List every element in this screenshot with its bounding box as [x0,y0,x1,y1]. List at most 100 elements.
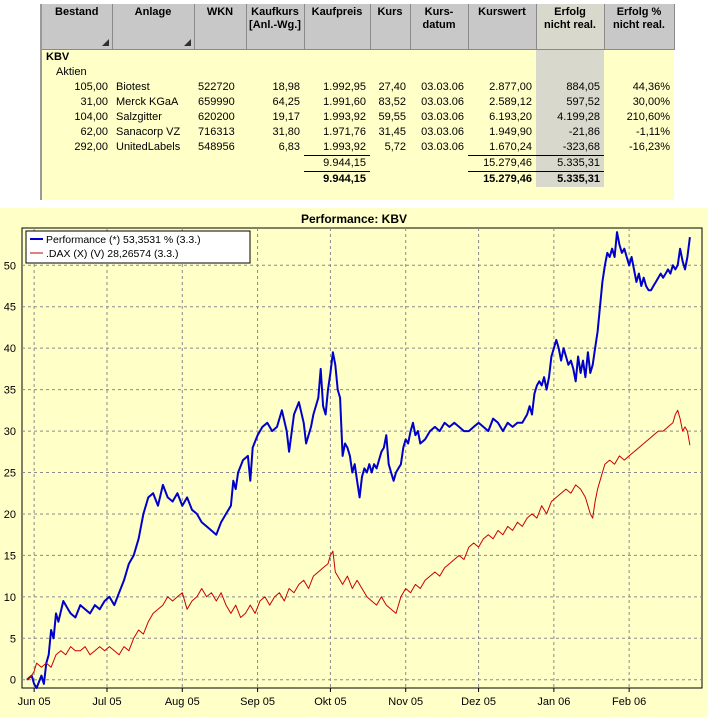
category-label: Aktien [42,65,536,80]
subtotal-row-erfolg: 5.335,31 [536,156,604,172]
cell-kaufkurs: 6,83 [246,140,304,156]
cell-kaufpreis: 1.991,60 [304,95,370,110]
portfolio-name-row: KBV [42,50,674,66]
chart-canvas: Performance: KBV 0 5 10 15 20 25 30 35 40 45 50 Jun … [0,208,708,717]
subtotal-row-kaufpreis: 9.944,15 [304,156,370,172]
x-tick-label: Feb 06 [612,696,646,708]
cell-kurs: 5,72 [370,140,410,156]
cell-erfolg-pct: 44,36% [604,80,674,95]
total-row-erfolg: 5.335,31 [536,172,604,188]
col-header-kaufkurs[interactable]: Kaufkurs [Anl.-Wg.] [246,4,304,50]
performance-chart: Performance: KBV 0 5 10 15 20 25 30 35 40 45 50 Jun … [0,208,708,717]
table-row[interactable]: 31,00 Merck KGaA 659990 64,25 1.991,60 83,52 0… [42,95,674,110]
total-row: 9.944,15 15.279,46 5.335,31 [42,172,674,188]
cell-wkn: 620200 [194,110,246,125]
cell-anlage: Biotest [112,80,194,95]
x-tick-label: Aug 05 [165,696,200,708]
cell-anlage: Salzgitter [112,110,194,125]
cell-bestand: 292,00 [42,140,112,156]
col-header-erfolg[interactable]: Erfolg nicht real. [536,4,604,50]
cell-anlage: Merck KGaA [112,95,194,110]
cell-kurs: 83,52 [370,95,410,110]
cell-kaufkurs: 18,98 [246,80,304,95]
legend: Performance (*) 53,3531 % (3.3.) .DAX (X)… [26,231,250,263]
table-row[interactable]: 104,00 Salzgitter 620200 19,17 1.993,92 59,55… [42,110,674,125]
legend-entry: .DAX (X) (V) 28,26574 (3.3.) [46,248,178,260]
cell-wkn: 659990 [194,95,246,110]
cell-kursdatum: 03.03.06 [410,140,468,156]
cell-erfolg: -323,68 [536,140,604,156]
y-tick-label: 5 [10,633,16,645]
cell-bestand: 105,00 [42,80,112,95]
cell-kursdatum: 03.03.06 [410,80,468,95]
cell-anlage: Sanacorp VZ [112,125,194,140]
cell-kursdatum: 03.03.06 [410,95,468,110]
category-row: Aktien [42,65,674,80]
cell-kaufpreis: 1.971,76 [304,125,370,140]
subtotal-row: 9.944,15 15.279,46 5.335,31 [42,156,674,172]
y-tick-label: 45 [4,302,16,314]
x-tick-label: Jul 05 [92,696,121,708]
cell-kursdatum: 03.03.06 [410,110,468,125]
x-tick-label: Okt 05 [314,696,346,708]
col-header-kursdatum[interactable]: Kurs-datum [410,4,468,50]
cell-wkn: 522720 [194,80,246,95]
cell-kaufkurs: 31,80 [246,125,304,140]
cell-kaufkurs: 19,17 [246,110,304,125]
cell-erfolg: 4.199,28 [536,110,604,125]
x-tick-label: Nov 05 [388,696,423,708]
x-tick-label: Sep 05 [240,696,275,708]
cell-anlage: UnitedLabels [112,140,194,156]
y-tick-label: 10 [4,592,16,604]
cell-kaufpreis: 1.992,95 [304,80,370,95]
col-header-wkn[interactable]: WKN [194,4,246,50]
cell-kurswert: 2.877,00 [468,80,536,95]
legend-entry: Performance (*) 53,3531 % (3.3.) [46,234,201,246]
x-tick-label: Dez 05 [461,696,496,708]
y-tick-label: 25 [4,468,16,480]
portfolio-table: Bestand Anlage WKN Kaufkurs [Anl.-Wg.] Ka… [40,4,674,200]
table-row[interactable]: 105,00 Biotest 522720 18,98 1.992,95 27,40 03.… [42,80,674,95]
cell-kurs: 59,55 [370,110,410,125]
cell-kurswert: 1.670,24 [468,140,536,156]
y-tick-label: 0 [10,675,16,687]
cell-wkn: 716313 [194,125,246,140]
total-row-kurswert: 15.279,46 [468,172,536,188]
col-header-anlage[interactable]: Anlage [112,4,194,50]
cell-kaufpreis: 1.993,92 [304,140,370,156]
table-row[interactable]: 292,00 UnitedLabels 548956 6,83 1.993,92 5,72… [42,140,674,156]
col-header-kaufpreis[interactable]: Kaufpreis [304,4,370,50]
cell-erfolg-pct: 30,00% [604,95,674,110]
total-row-kaufpreis: 9.944,15 [304,172,370,188]
y-tick-label: 35 [4,385,16,397]
cell-kurs: 31,45 [370,125,410,140]
y-tick-label: 30 [4,426,16,438]
cell-erfolg: 597,52 [536,95,604,110]
y-tick-label: 40 [4,343,16,355]
cell-bestand: 31,00 [42,95,112,110]
x-tick-label: Jun 05 [18,696,51,708]
cell-kaufpreis: 1.993,92 [304,110,370,125]
cell-erfolg: -21,86 [536,125,604,140]
col-header-bestand[interactable]: Bestand [42,4,112,50]
cell-erfolg-pct: -1,11% [604,125,674,140]
cell-kurswert: 6.193,20 [468,110,536,125]
subtotal-row-kurswert: 15.279,46 [468,156,536,172]
cell-bestand: 104,00 [42,110,112,125]
col-header-erfolg-pct[interactable]: Erfolg % nicht real. [604,4,674,50]
cell-erfolg: 884,05 [536,80,604,95]
cell-kurswert: 2.589,12 [468,95,536,110]
table-row[interactable]: 62,00 Sanacorp VZ 716313 31,80 1.971,76 31,45… [42,125,674,140]
cell-kurswert: 1.949,90 [468,125,536,140]
y-tick-label: 50 [4,260,16,272]
x-tick-label: Jan 06 [537,696,570,708]
portfolio-name: KBV [42,50,536,66]
cell-bestand: 62,00 [42,125,112,140]
col-header-kurswert[interactable]: Kurswert [468,4,536,50]
cell-kaufkurs: 64,25 [246,95,304,110]
cell-kursdatum: 03.03.06 [410,125,468,140]
cell-erfolg-pct: 210,60% [604,110,674,125]
cell-wkn: 548956 [194,140,246,156]
col-header-kurs[interactable]: Kurs [370,4,410,50]
cell-erfolg-pct: -16,23% [604,140,674,156]
